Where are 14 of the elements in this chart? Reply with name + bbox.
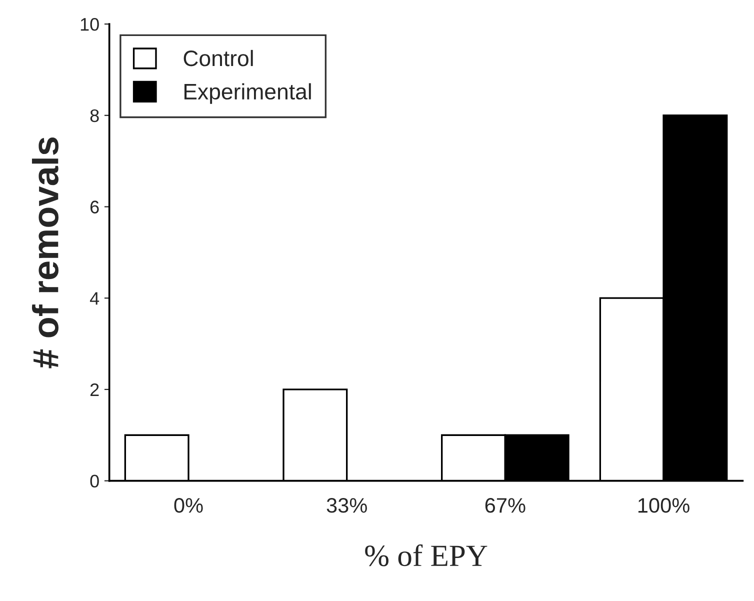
legend-label: Experimental [184, 83, 311, 104]
x-tick-label: 67% [485, 498, 526, 513]
y-tick-label: 6 [90, 200, 99, 214]
x-tick-label: 33% [326, 498, 367, 513]
y-tick-label: 4 [90, 292, 100, 305]
x-axis-title: % of EPY [365, 544, 488, 566]
y-tick-label: 0 [90, 474, 99, 488]
x-tick-label: 0% [174, 498, 203, 513]
x-tick-label: 100% [638, 498, 690, 513]
y-tick-label: 8 [90, 109, 99, 122]
y-axis-title: # of removals [32, 137, 58, 368]
y-tick-label: 2 [90, 383, 99, 396]
y-tick-label: 10 [80, 18, 99, 31]
legend-label: Control [184, 50, 253, 66]
